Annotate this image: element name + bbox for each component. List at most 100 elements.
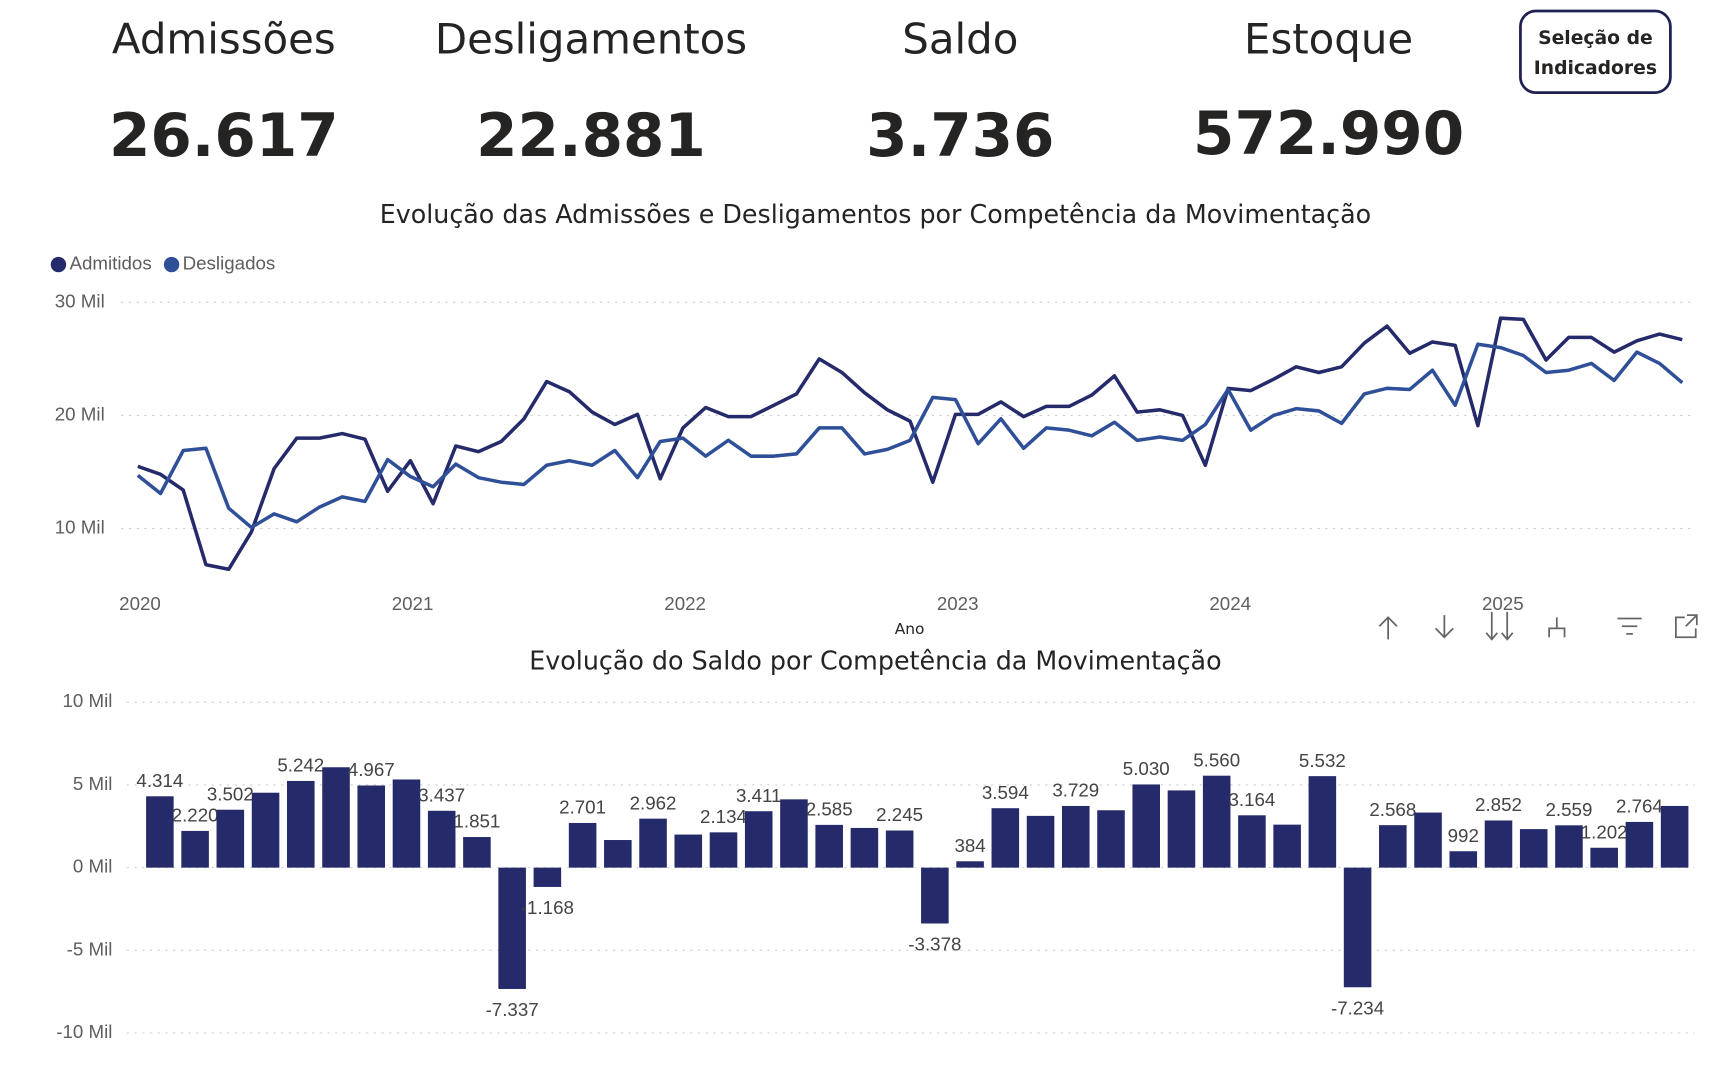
bar xyxy=(991,808,1020,868)
bar xyxy=(1590,847,1618,868)
x-tick-label: 2023 xyxy=(937,593,979,614)
kpi-title: Estoque xyxy=(1244,14,1413,63)
data-label: 5.242 xyxy=(277,755,324,776)
bar xyxy=(1238,815,1266,868)
bar xyxy=(956,861,984,868)
kpi-value: 26.617 xyxy=(109,102,339,171)
data-label: 4.314 xyxy=(136,770,183,791)
data-label: 3.437 xyxy=(418,784,465,805)
kpi-title: Desligamentos xyxy=(435,14,747,63)
bar xyxy=(498,867,526,989)
bar xyxy=(568,822,597,868)
legend-label: Desligados xyxy=(183,253,276,274)
data-label: 5.030 xyxy=(1123,758,1170,779)
icon-expand-hierarchy[interactable] xyxy=(1548,617,1566,638)
bar xyxy=(1519,829,1548,868)
indicator-button[interactable]: Seleção de Indicadores xyxy=(1519,9,1672,94)
data-label: 2.701 xyxy=(559,797,606,818)
bar xyxy=(1061,805,1090,868)
bar xyxy=(251,792,280,868)
series-line xyxy=(136,342,1684,530)
bar xyxy=(357,785,386,868)
button-label[interactable]: Seleção de xyxy=(1538,28,1653,49)
kpi-title: Saldo xyxy=(902,14,1018,63)
button-label[interactable]: Indicadores xyxy=(1534,58,1657,79)
icon-drill-up[interactable] xyxy=(1378,616,1398,640)
bar xyxy=(1625,821,1654,868)
kpi-value: 3.736 xyxy=(866,102,1054,171)
kpi-value: 572.990 xyxy=(1193,100,1464,169)
x-tick-label: 2022 xyxy=(664,593,706,614)
data-label: 3.729 xyxy=(1052,780,1099,801)
y-tick-label: 10 Mil xyxy=(62,690,112,711)
data-label: 2.220 xyxy=(172,805,219,826)
bar xyxy=(674,834,703,868)
bar xyxy=(921,867,949,924)
data-label: 3.164 xyxy=(1228,789,1275,810)
icon-filter[interactable] xyxy=(1617,617,1642,635)
data-label: 2.962 xyxy=(630,792,677,813)
data-label: 5.560 xyxy=(1193,749,1240,770)
bar xyxy=(286,780,315,868)
data-label: -7.234 xyxy=(1331,997,1384,1018)
bar xyxy=(815,824,843,868)
data-label: -3.378 xyxy=(908,933,961,954)
data-label: 384 xyxy=(954,835,985,856)
data-label: 3.502 xyxy=(207,783,254,804)
y-tick-label: -10 Mil xyxy=(56,1021,112,1042)
data-label: 3.594 xyxy=(982,782,1029,803)
data-label: 2.245 xyxy=(876,804,923,825)
bar xyxy=(1273,824,1301,868)
bar xyxy=(1555,825,1583,868)
bar xyxy=(709,832,738,868)
x-tick-label: 2021 xyxy=(392,593,434,614)
y-tick-label: 30 Mil xyxy=(55,290,105,311)
bar xyxy=(604,840,632,868)
bar xyxy=(216,809,245,868)
bar xyxy=(1026,815,1055,868)
data-label: 2.134 xyxy=(700,806,747,827)
legend-label: Admitidos xyxy=(69,253,151,274)
y-tick-label: 20 Mil xyxy=(55,403,105,424)
bar xyxy=(1132,784,1161,868)
bar xyxy=(1167,790,1196,868)
icon-expand-level[interactable] xyxy=(1485,611,1514,641)
bar xyxy=(1308,776,1337,868)
bar xyxy=(1484,820,1513,868)
icon-drill-down[interactable] xyxy=(1434,615,1454,639)
bar xyxy=(1097,810,1125,868)
x-axis-title: Ano xyxy=(895,620,925,638)
bar xyxy=(392,779,421,868)
data-label: 4.967 xyxy=(348,759,395,780)
icon-focus[interactable] xyxy=(1675,614,1698,639)
bar xyxy=(1414,812,1442,868)
legend-marker xyxy=(163,256,180,273)
x-tick-label: 2024 xyxy=(1209,593,1251,614)
kpi-value: 22.881 xyxy=(476,102,706,171)
data-label: -7.337 xyxy=(486,999,539,1020)
bar xyxy=(639,818,667,868)
bar xyxy=(850,827,879,868)
data-label: 2.852 xyxy=(1475,794,1522,815)
bar xyxy=(533,867,562,887)
data-label: 5.532 xyxy=(1299,750,1346,771)
x-tick-label: 2020 xyxy=(119,593,161,614)
bar xyxy=(1202,775,1231,868)
y-tick-label: -5 Mil xyxy=(67,938,113,959)
data-label: 3.411 xyxy=(736,785,782,806)
bar xyxy=(1449,851,1478,868)
bar xyxy=(1379,825,1407,868)
data-label: 2.559 xyxy=(1546,799,1593,820)
button-frame[interactable] xyxy=(1519,9,1672,94)
bar xyxy=(146,796,174,868)
data-label: 2.585 xyxy=(806,799,853,820)
data-label: -1.168 xyxy=(521,897,574,918)
chart-title: Evolução das Admissões e Desligamentos p… xyxy=(380,199,1371,229)
legend-marker xyxy=(50,256,67,273)
series-line xyxy=(137,316,1683,572)
bar xyxy=(463,837,491,868)
y-tick-label: 0 Mil xyxy=(73,856,113,877)
bar xyxy=(744,811,773,868)
